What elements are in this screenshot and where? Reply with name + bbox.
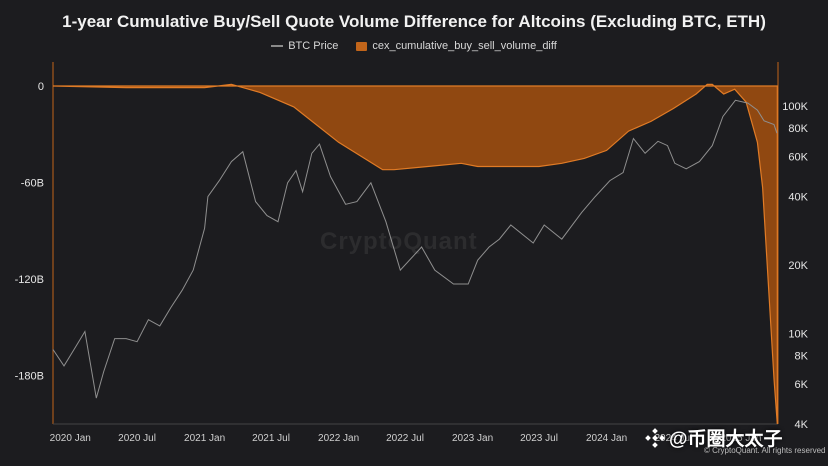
x-tick-label: 2022 Jan [318,433,359,444]
left-y-tick-label: -120B [15,274,44,286]
btc-price-line [52,99,778,399]
right-y-tick-label: 8K [795,351,809,363]
right-y-ticks: 4K 6K 8K 10K 20K 40K 60K 80K 100K [782,101,808,431]
copyright-text: © CryptoQuant. All rights reserved [704,446,826,455]
right-y-tick-label: 40K [788,192,808,204]
volume-diff-area [52,83,778,425]
right-y-tick-label: 20K [788,260,808,272]
right-y-tick-label: 80K [788,123,808,135]
left-y-ticks: 0 -60B -120B -180B [15,81,44,383]
legend: BTC Price cex_cumulative_buy_sell_volume… [0,40,828,52]
x-tick-label: 2024 Jan [586,433,627,444]
x-tick-label: 2021 Jan [184,433,225,444]
legend-item-btc-price[interactable]: BTC Price [271,40,338,52]
x-tick-label: 2024 Jul [654,433,692,444]
overlay-brand-text: @币圈大太子 [669,429,783,450]
x-tick-label: 2023 Jul [520,433,558,444]
legend-swatch-btc-price [271,45,284,47]
x-tick-label: 2025 Jan [720,433,761,444]
left-y-tick-label: 0 [38,81,44,93]
overlay-brand: @币圈大太子 [645,424,783,451]
x-ticks: 2020 Jan 2020 Jul 2021 Jan 2021 Jul 2022 Jan… [50,433,762,444]
legend-item-volume-diff[interactable]: cex_cumulative_buy_sell_volume_diff [356,40,557,52]
right-y-tick-label: 100K [782,101,808,113]
x-tick-label: 2023 Jan [452,433,493,444]
right-y-tick-label: 6K [795,379,809,391]
right-y-tick-label: 4K [795,419,809,431]
x-tick-label: 2022 Jul [386,433,424,444]
left-y-tick-label: -60B [21,178,44,190]
x-tick-label: 2020 Jul [118,433,156,444]
volume-diff-series [52,83,778,425]
left-y-tick-label: -180B [15,371,44,383]
x-tick-label: 2020 Jan [50,433,91,444]
legend-label-btc-price: BTC Price [288,40,339,52]
legend-swatch-volume-diff [356,41,368,51]
diamond-logo-icon [645,427,665,448]
watermark-logo: CryptoQuant [320,228,478,255]
x-tick-label: 2021 Jul [252,433,290,444]
chart-title: 1-year Cumulative Buy/Sell Quote Volume … [62,12,766,31]
btc-price-series [52,99,778,399]
right-y-tick-label: 10K [788,328,808,340]
legend-label-volume-diff: cex_cumulative_buy_sell_volume_diff [372,40,557,52]
right-y-tick-label: 60K [788,152,808,164]
